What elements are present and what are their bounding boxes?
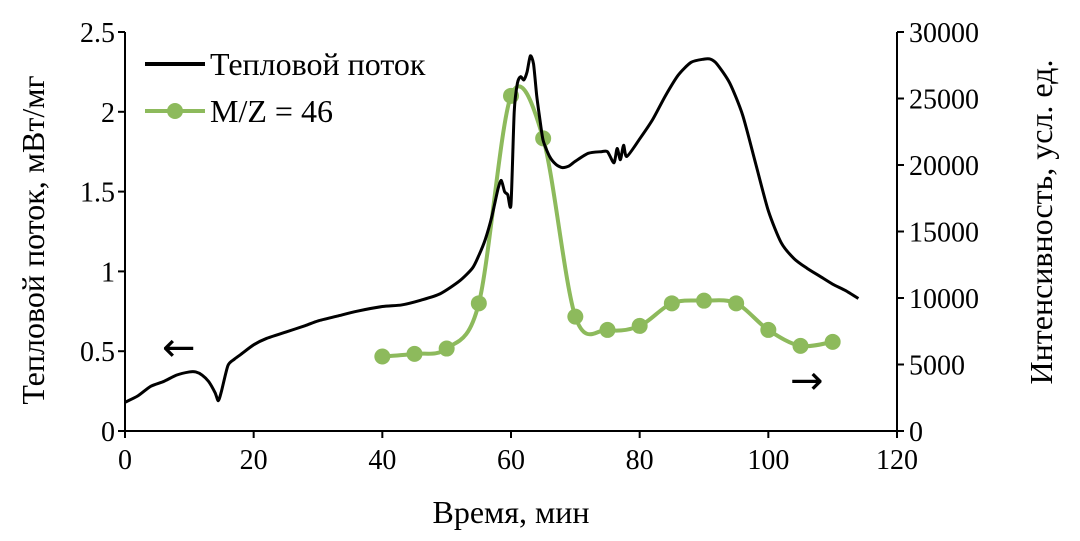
right-axis-arrow: → — [790, 358, 824, 404]
data-point-mz46 — [728, 295, 745, 312]
data-point-mz46 — [663, 295, 680, 312]
right-y-tick-label: 20000 — [909, 151, 979, 182]
right-y-tick-label: 15000 — [909, 218, 979, 249]
data-point-mz46 — [567, 308, 584, 325]
x-axis-title: Время, мин — [432, 494, 589, 530]
data-point-mz46 — [599, 321, 616, 338]
axes-layer: 0 20 40 60 80 100 12000.511.522.50500010000150… — [80, 18, 979, 476]
left-y-tick-label: 2 — [101, 98, 115, 129]
data-point-mz46 — [792, 337, 809, 354]
right-y-axis-title: Интенсивность, усл. ед. — [1023, 60, 1059, 385]
data-point-mz46 — [374, 348, 391, 365]
x-tick-label: 120 — [876, 445, 918, 476]
data-point-mz46 — [438, 340, 455, 357]
data-point-mz46 — [824, 333, 841, 350]
x-tick-label: 60 — [497, 445, 525, 476]
left-y-tick-label: 0.5 — [80, 337, 115, 368]
data-point-mz46 — [696, 292, 712, 309]
left-y-tick-label: 2.5 — [80, 18, 115, 49]
left-axis-arrow: ← — [162, 325, 196, 371]
left-y-tick-label: 0 — [101, 417, 115, 448]
data-point-mz46 — [406, 345, 423, 362]
left-y-axis-title: Тепловой поток, мВт/мг — [15, 75, 51, 404]
data-point-mz46 — [760, 321, 777, 338]
legend-marker-mz46 — [167, 103, 183, 119]
x-tick-label: 40 — [368, 445, 396, 476]
legend-label-mz46: M/Z = 46 — [210, 93, 333, 129]
left-y-tick-label: 1 — [101, 257, 115, 288]
left-y-tick-label: 1.5 — [80, 178, 115, 209]
right-y-tick-label: 30000 — [909, 18, 979, 49]
x-tick-label: 80 — [626, 445, 654, 476]
right-y-tick-label: 5000 — [909, 351, 965, 382]
x-tick-label: 20 — [240, 445, 268, 476]
right-y-tick-label: 10000 — [909, 284, 979, 315]
x-tick-label: 100 — [747, 445, 789, 476]
series-line-heat-flow — [124, 54, 860, 404]
x-tick-label: 0 — [118, 445, 132, 476]
legend: Тепловой поток M/Z = 46 — [145, 46, 426, 129]
data-point-mz46 — [631, 317, 648, 334]
data-point-mz46 — [470, 295, 487, 312]
legend-label-heat-flow: Тепловой поток — [210, 46, 426, 82]
series-line-mz46 — [382, 84, 834, 359]
right-y-tick-label: 25000 — [909, 85, 979, 116]
series-layer — [124, 54, 860, 404]
right-y-tick-label: 0 — [909, 417, 923, 448]
